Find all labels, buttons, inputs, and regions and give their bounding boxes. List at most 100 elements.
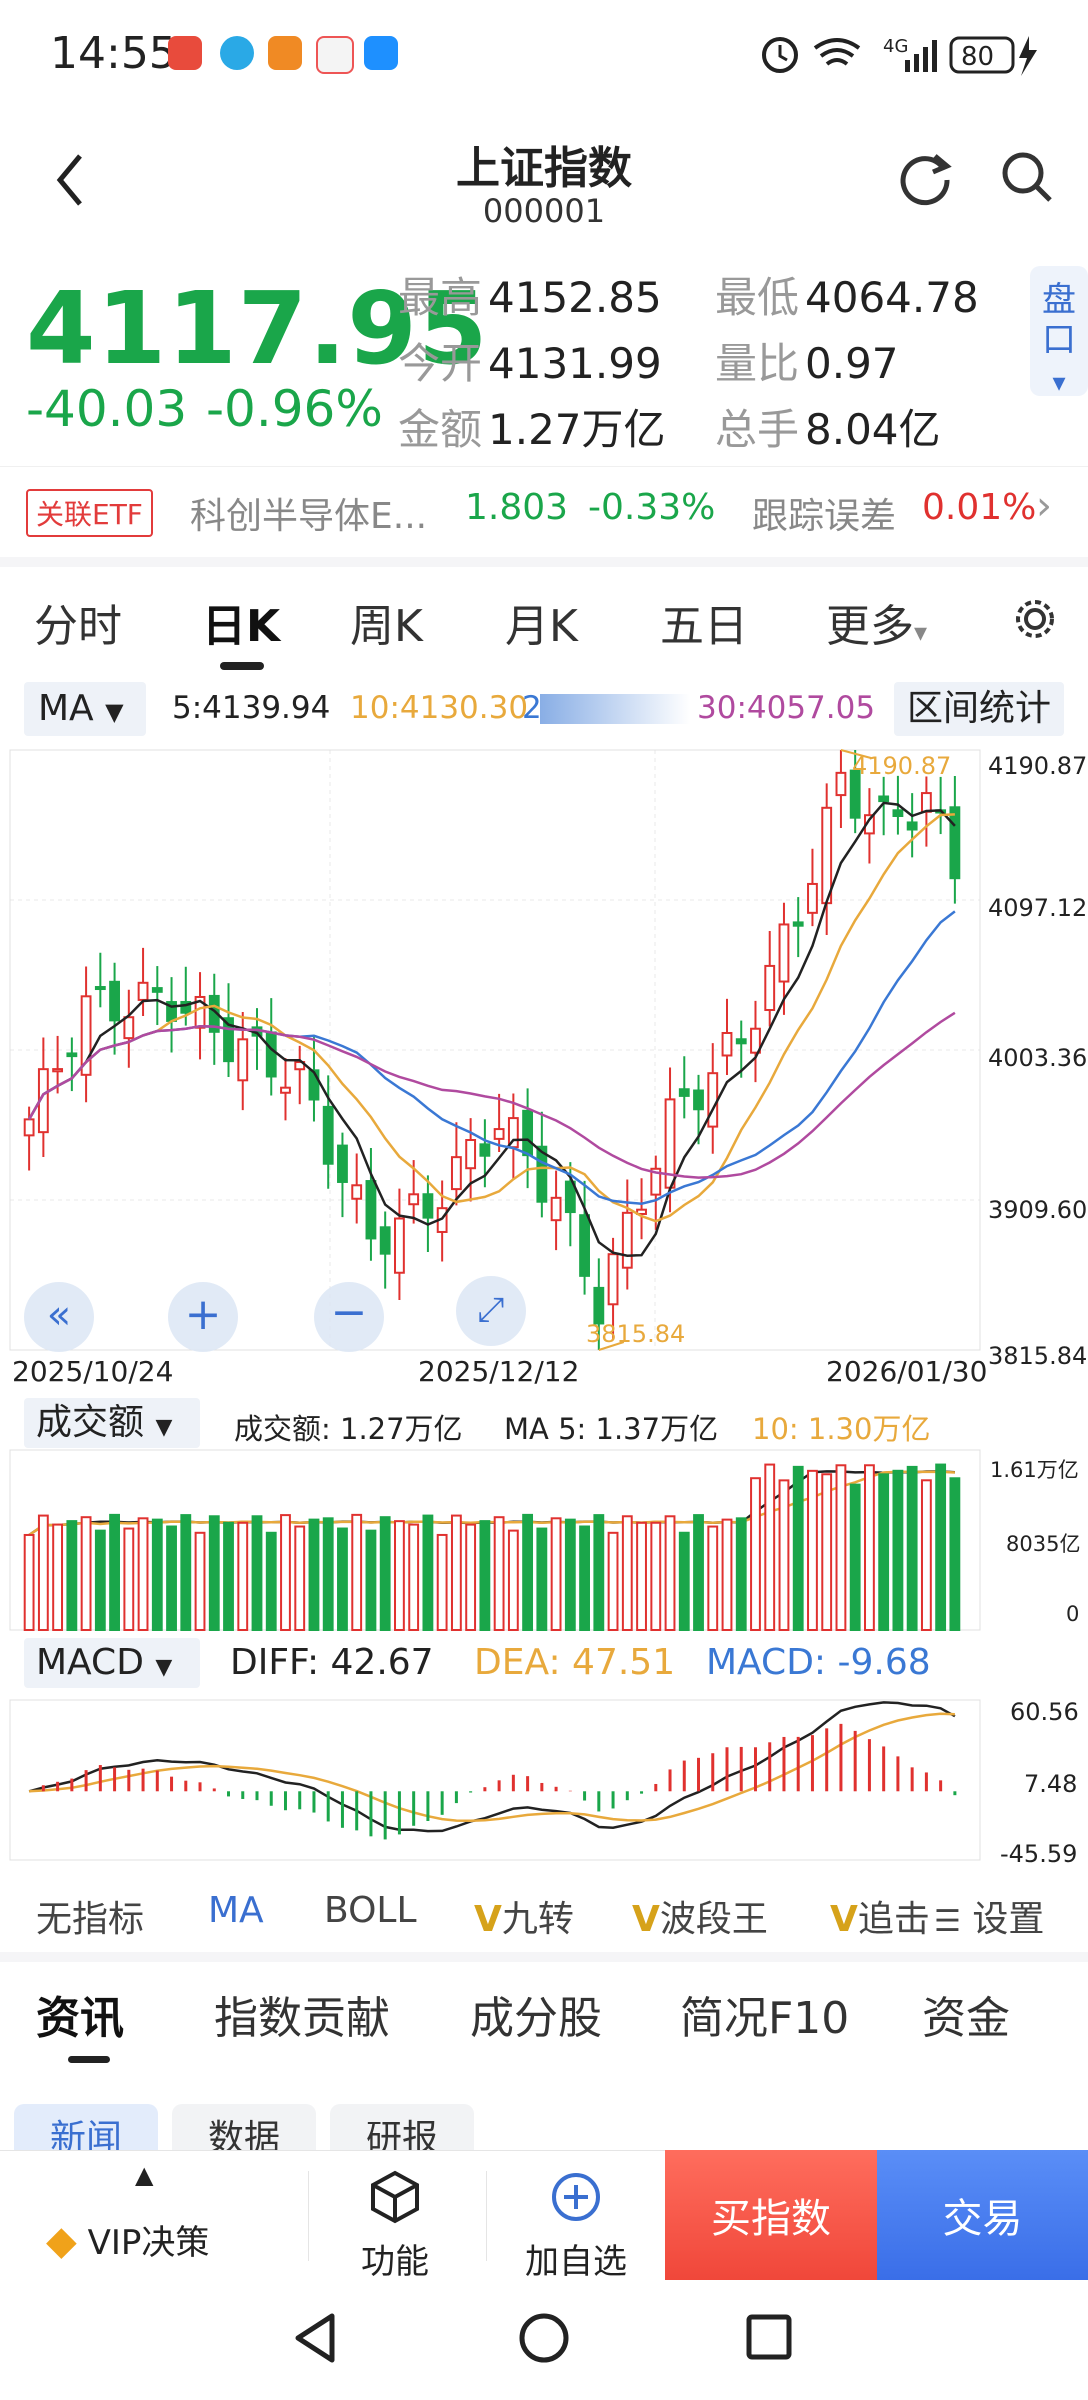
chart-frame bbox=[9, 749, 981, 1351]
trade-button[interactable]: 交易 bbox=[877, 2150, 1088, 2280]
volume-bar bbox=[351, 1513, 363, 1631]
chart-grid bbox=[9, 749, 981, 1861]
volume-bar bbox=[379, 1516, 391, 1632]
tab-daily-k[interactable]: 日K bbox=[202, 601, 281, 652]
news-tab-underline bbox=[68, 2056, 110, 2063]
volume-selector[interactable]: 成交额 ▼ bbox=[24, 1398, 200, 1448]
macd-dea-line bbox=[29, 1712, 955, 1823]
tab-fenshi[interactable]: 分时 bbox=[34, 601, 122, 652]
app-notify-icon bbox=[364, 36, 398, 70]
volume-bar bbox=[308, 1518, 320, 1631]
volume-bar bbox=[693, 1514, 704, 1631]
vip-decision-button[interactable]: ◆ VIP决策 bbox=[46, 2218, 210, 2264]
tab-funds[interactable]: 资金 bbox=[922, 1993, 1010, 2044]
volume-bar bbox=[450, 1514, 462, 1631]
candle-body bbox=[151, 987, 163, 993]
back-icon[interactable] bbox=[50, 150, 90, 210]
tab-index-contribution[interactable]: 指数贡献 bbox=[214, 1993, 390, 2044]
x-axis-date: 2025/12/12 bbox=[418, 1355, 580, 1388]
candle-body bbox=[109, 980, 120, 1022]
add-watchlist-button[interactable]: 加自选 bbox=[506, 2169, 646, 2283]
volume-bar bbox=[807, 1469, 818, 1631]
candle-body bbox=[550, 1196, 562, 1222]
scroll-left-icon[interactable]: « bbox=[24, 1282, 94, 1352]
y-axis-label: 4003.36 bbox=[988, 1044, 1088, 1072]
volume-value: 成交额: 1.27万亿 bbox=[234, 1412, 463, 1446]
tab-news-info[interactable]: 资讯 bbox=[36, 1993, 124, 2044]
ma-selector[interactable]: MA ▼ bbox=[24, 682, 146, 736]
nav-back-icon[interactable] bbox=[290, 2310, 340, 2366]
macd-diff: DIFF: 42.67 bbox=[230, 1642, 434, 1683]
pankou-button[interactable]: 盘口 ▾ bbox=[1030, 266, 1088, 398]
candle-body bbox=[365, 1180, 377, 1240]
volume-bar bbox=[849, 1483, 861, 1631]
volume-bar bbox=[479, 1520, 491, 1632]
related-etf-bar[interactable]: 关联ETF 科创半导体E... 1.803 -0.33% 跟踪误差 0.01% … bbox=[0, 466, 1088, 567]
volume-bar bbox=[764, 1463, 776, 1631]
buy-index-button[interactable]: 买指数 bbox=[665, 2150, 877, 2280]
etf-price: 1.803 bbox=[465, 487, 569, 528]
volume-bar bbox=[422, 1514, 434, 1632]
kline-chart[interactable] bbox=[0, 740, 1088, 1870]
candle-body bbox=[123, 1016, 135, 1040]
nav-home-icon[interactable] bbox=[516, 2310, 572, 2366]
volume-ma10: 10: 1.30万亿 bbox=[752, 1412, 931, 1446]
tab-five-day[interactable]: 五日 bbox=[660, 601, 748, 652]
candle-body bbox=[23, 1118, 35, 1137]
macd-dea: DEA: 47.51 bbox=[474, 1642, 676, 1683]
candles bbox=[23, 749, 961, 1351]
y-axis-label: 4097.12 bbox=[988, 894, 1088, 922]
current-price: 4117.95 bbox=[26, 270, 489, 387]
volume-bar bbox=[678, 1531, 690, 1631]
zoom-out-icon[interactable]: − bbox=[314, 1282, 384, 1352]
ma5-line bbox=[28, 801, 956, 1257]
tab-f10[interactable]: 简况F10 bbox=[680, 1993, 850, 2044]
indicator-boll[interactable]: BOLL bbox=[324, 1890, 417, 1931]
high-annotation: 4190.87 bbox=[852, 752, 952, 780]
candle-body bbox=[906, 821, 918, 831]
function-button[interactable]: 功能 bbox=[330, 2169, 460, 2283]
refresh-icon[interactable] bbox=[895, 148, 955, 208]
stat-amount: 金额 1.27万亿 bbox=[398, 405, 666, 454]
nav-recents-icon[interactable] bbox=[744, 2312, 796, 2364]
indicator-zhuiji[interactable]: V追击 bbox=[830, 1899, 930, 1940]
volume-bar bbox=[280, 1514, 291, 1631]
volume-bar bbox=[394, 1520, 405, 1632]
cube-icon bbox=[371, 2170, 419, 2224]
candle-body bbox=[949, 806, 961, 880]
volume-axis-label: 8035亿 bbox=[1006, 1532, 1081, 1556]
etf-name: 科创半导体E... bbox=[190, 496, 428, 537]
fullscreen-icon[interactable]: ⤢ bbox=[456, 1276, 526, 1346]
network-label: 4G bbox=[883, 36, 908, 57]
indicator-ma[interactable]: MA bbox=[208, 1890, 264, 1931]
candle-body bbox=[650, 1167, 662, 1196]
app-notify-icon bbox=[316, 36, 354, 74]
y-axis-label: 4190.87 bbox=[988, 752, 1088, 780]
volume-bar bbox=[949, 1477, 961, 1632]
search-icon[interactable] bbox=[998, 148, 1058, 208]
tab-constituents[interactable]: 成分股 bbox=[470, 1993, 602, 2044]
settings-gear-icon[interactable] bbox=[1010, 594, 1060, 644]
indicator-jiuzhuan[interactable]: V九转 bbox=[474, 1899, 574, 1940]
volume-bar bbox=[507, 1529, 519, 1632]
indicator-settings[interactable]: ☰ 设置 bbox=[934, 1890, 1045, 1942]
volume-bar bbox=[137, 1517, 149, 1631]
candle-body bbox=[265, 1031, 277, 1078]
volume-bar bbox=[52, 1523, 64, 1632]
x-axis-date: 2026/01/30 bbox=[826, 1355, 988, 1388]
tab-more[interactable]: 更多▾ bbox=[826, 601, 928, 652]
range-stats-button[interactable]: 区间统计 bbox=[894, 682, 1064, 736]
indicator-none[interactable]: 无指标 bbox=[36, 1899, 145, 1940]
indicator-boduanwang[interactable]: V波段王 bbox=[632, 1899, 768, 1940]
tab-weekly-k[interactable]: 周K bbox=[350, 601, 423, 652]
volume-bar bbox=[821, 1473, 833, 1632]
volume-bar bbox=[408, 1523, 420, 1632]
system-status-icons: 4G 80 bbox=[762, 36, 1037, 76]
candle-body bbox=[920, 792, 932, 813]
macd-selector[interactable]: MACD ▼ bbox=[24, 1638, 200, 1688]
tab-monthly-k[interactable]: 月K bbox=[505, 601, 578, 652]
candle-body bbox=[94, 986, 106, 991]
volume-bar bbox=[550, 1517, 562, 1631]
divider bbox=[486, 2171, 487, 2261]
zoom-in-icon[interactable]: + bbox=[168, 1282, 238, 1352]
